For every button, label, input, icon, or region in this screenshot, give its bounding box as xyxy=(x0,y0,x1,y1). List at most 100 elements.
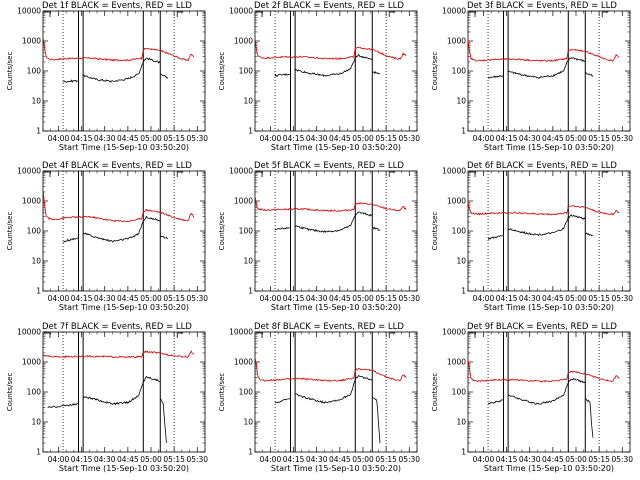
x-tick-label: 04:15 xyxy=(283,134,305,143)
y-tick-label: 1 xyxy=(461,448,466,457)
y-tick-label: 10 xyxy=(243,418,253,427)
y-axis-label: Counts/sec xyxy=(218,52,226,91)
events-series-line xyxy=(487,75,504,79)
x-axis-label: Start Time (15-Sep-10 03:50:20) xyxy=(271,143,401,152)
panel-title: Det 6f BLACK = Events, RED = LLD xyxy=(467,161,617,171)
events-series-line xyxy=(274,73,291,77)
panel-9: Det 9f BLACK = Events, RED = LLD 1 10 100 10… xyxy=(431,322,633,473)
events-series-line xyxy=(47,402,79,408)
corner-bracket-glyph xyxy=(601,171,609,177)
y-tick-label: 10000 xyxy=(17,7,41,16)
x-tick-label: 05:30 xyxy=(398,134,420,143)
y-tick-label: 1000 xyxy=(22,197,41,206)
lld-series-line xyxy=(254,37,407,61)
panel-4: Det 4f BLACK = Events, RED = LLD 1 10 100 10… xyxy=(6,161,208,312)
x-tick-label: 04:30 xyxy=(306,134,328,143)
corner-bracket-glyph xyxy=(256,171,263,177)
y-tick-label: 10 xyxy=(456,257,466,266)
events-series-line xyxy=(274,398,291,404)
panel-title: Det 9f BLACK = Events, RED = LLD xyxy=(467,322,617,332)
y-tick-label: 100 xyxy=(452,388,467,397)
x-tick-label: 04:30 xyxy=(306,455,328,464)
x-tick-label: 04:00 xyxy=(48,455,70,464)
events-series-line xyxy=(487,399,504,405)
y-tick-label: 10000 xyxy=(229,7,253,16)
lld-series-line xyxy=(254,195,407,213)
y-tick-label: 100 xyxy=(452,227,467,236)
x-tick-label: 05:15 xyxy=(163,294,185,303)
y-tick-label: 10000 xyxy=(442,7,466,16)
panel-1: Det 1f BLACK = Events, RED = LLD 1 10 100 10… xyxy=(6,1,208,152)
y-tick-label: 10000 xyxy=(17,167,41,176)
y-tick-label: 100 xyxy=(27,388,42,397)
corner-bracket-glyph xyxy=(256,332,263,338)
events-series-line xyxy=(584,72,594,77)
x-tick-label: 05:30 xyxy=(611,455,633,464)
events-series-line xyxy=(371,396,381,444)
corner-bracket-glyph xyxy=(469,332,476,338)
x-tick-label: 05:15 xyxy=(163,455,185,464)
corner-bracket-glyph xyxy=(469,11,476,17)
x-tick-label: 04:00 xyxy=(260,455,282,464)
events-series-line xyxy=(585,397,594,438)
x-tick-label: 04:30 xyxy=(94,455,116,464)
x-tick-label: 04:45 xyxy=(542,294,564,303)
x-tick-label: 04:45 xyxy=(117,455,139,464)
panel-6: Det 6f BLACK = Events, RED = LLD 1 10 100 10… xyxy=(431,161,633,312)
corner-bracket-glyph xyxy=(176,171,184,177)
y-tick-label: 1000 xyxy=(234,37,253,46)
y-tick-label: 1 xyxy=(461,127,466,136)
y-tick-label: 1 xyxy=(36,127,41,136)
corner-bracket-glyph xyxy=(388,332,396,338)
x-tick-label: 04:00 xyxy=(473,455,495,464)
plot-frame xyxy=(42,331,206,453)
x-tick-label: 04:30 xyxy=(519,134,541,143)
y-tick-label: 10 xyxy=(31,97,41,106)
x-tick-label: 04:45 xyxy=(542,134,564,143)
y-tick-label: 100 xyxy=(27,227,42,236)
x-tick-label: 04:00 xyxy=(473,134,495,143)
x-tick-label: 05:00 xyxy=(352,294,374,303)
x-tick-label: 04:30 xyxy=(94,134,116,143)
panel-2: Det 2f BLACK = Events, RED = LLD 1 10 100 10… xyxy=(218,1,420,152)
y-tick-label: 1 xyxy=(248,448,253,457)
x-tick-label: 05:15 xyxy=(163,134,185,143)
x-tick-label: 05:00 xyxy=(352,134,374,143)
x-tick-label: 05:15 xyxy=(375,134,397,143)
panel-title: Det 3f BLACK = Events, RED = LLD xyxy=(467,1,617,11)
y-tick-label: 1 xyxy=(248,127,253,136)
corner-bracket-glyph xyxy=(44,332,51,338)
x-tick-label: 04:45 xyxy=(329,455,351,464)
x-axis-label: Start Time (15-Sep-10 03:50:20) xyxy=(484,143,614,152)
x-tick-label: 04:15 xyxy=(496,294,518,303)
y-axis-label: Counts/sec xyxy=(6,212,14,251)
events-series-line xyxy=(585,232,594,237)
x-tick-label: 05:00 xyxy=(565,294,587,303)
panel-5: Det 5f BLACK = Events, RED = LLD 1 10 100 10… xyxy=(218,161,420,312)
y-tick-label: 10 xyxy=(31,257,41,266)
lld-series-line xyxy=(467,40,620,62)
events-series-line xyxy=(507,57,586,79)
plot-frame xyxy=(467,331,631,453)
x-tick-label: 05:00 xyxy=(140,455,162,464)
corner-bracket-glyph xyxy=(601,11,609,17)
x-tick-label: 04:30 xyxy=(519,455,541,464)
events-series-line xyxy=(82,215,161,243)
y-tick-label: 10000 xyxy=(442,328,466,337)
events-series-line xyxy=(160,235,169,240)
plot-frame xyxy=(467,170,631,292)
y-axis-label: Counts/sec xyxy=(431,373,439,412)
x-tick-label: 05:30 xyxy=(398,294,420,303)
corner-bracket-glyph xyxy=(256,11,263,17)
x-axis-label: Start Time (15-Sep-10 03:50:20) xyxy=(484,303,614,312)
x-tick-label: 04:30 xyxy=(306,294,328,303)
x-tick-label: 05:15 xyxy=(375,455,397,464)
y-tick-label: 10000 xyxy=(229,167,253,176)
x-tick-label: 04:30 xyxy=(94,294,116,303)
x-axis-label: Start Time (15-Sep-10 03:50:20) xyxy=(271,464,401,473)
events-series-line xyxy=(82,57,161,83)
y-tick-label: 1000 xyxy=(447,37,466,46)
y-tick-label: 10000 xyxy=(17,328,41,337)
y-axis-label: Counts/sec xyxy=(218,373,226,412)
